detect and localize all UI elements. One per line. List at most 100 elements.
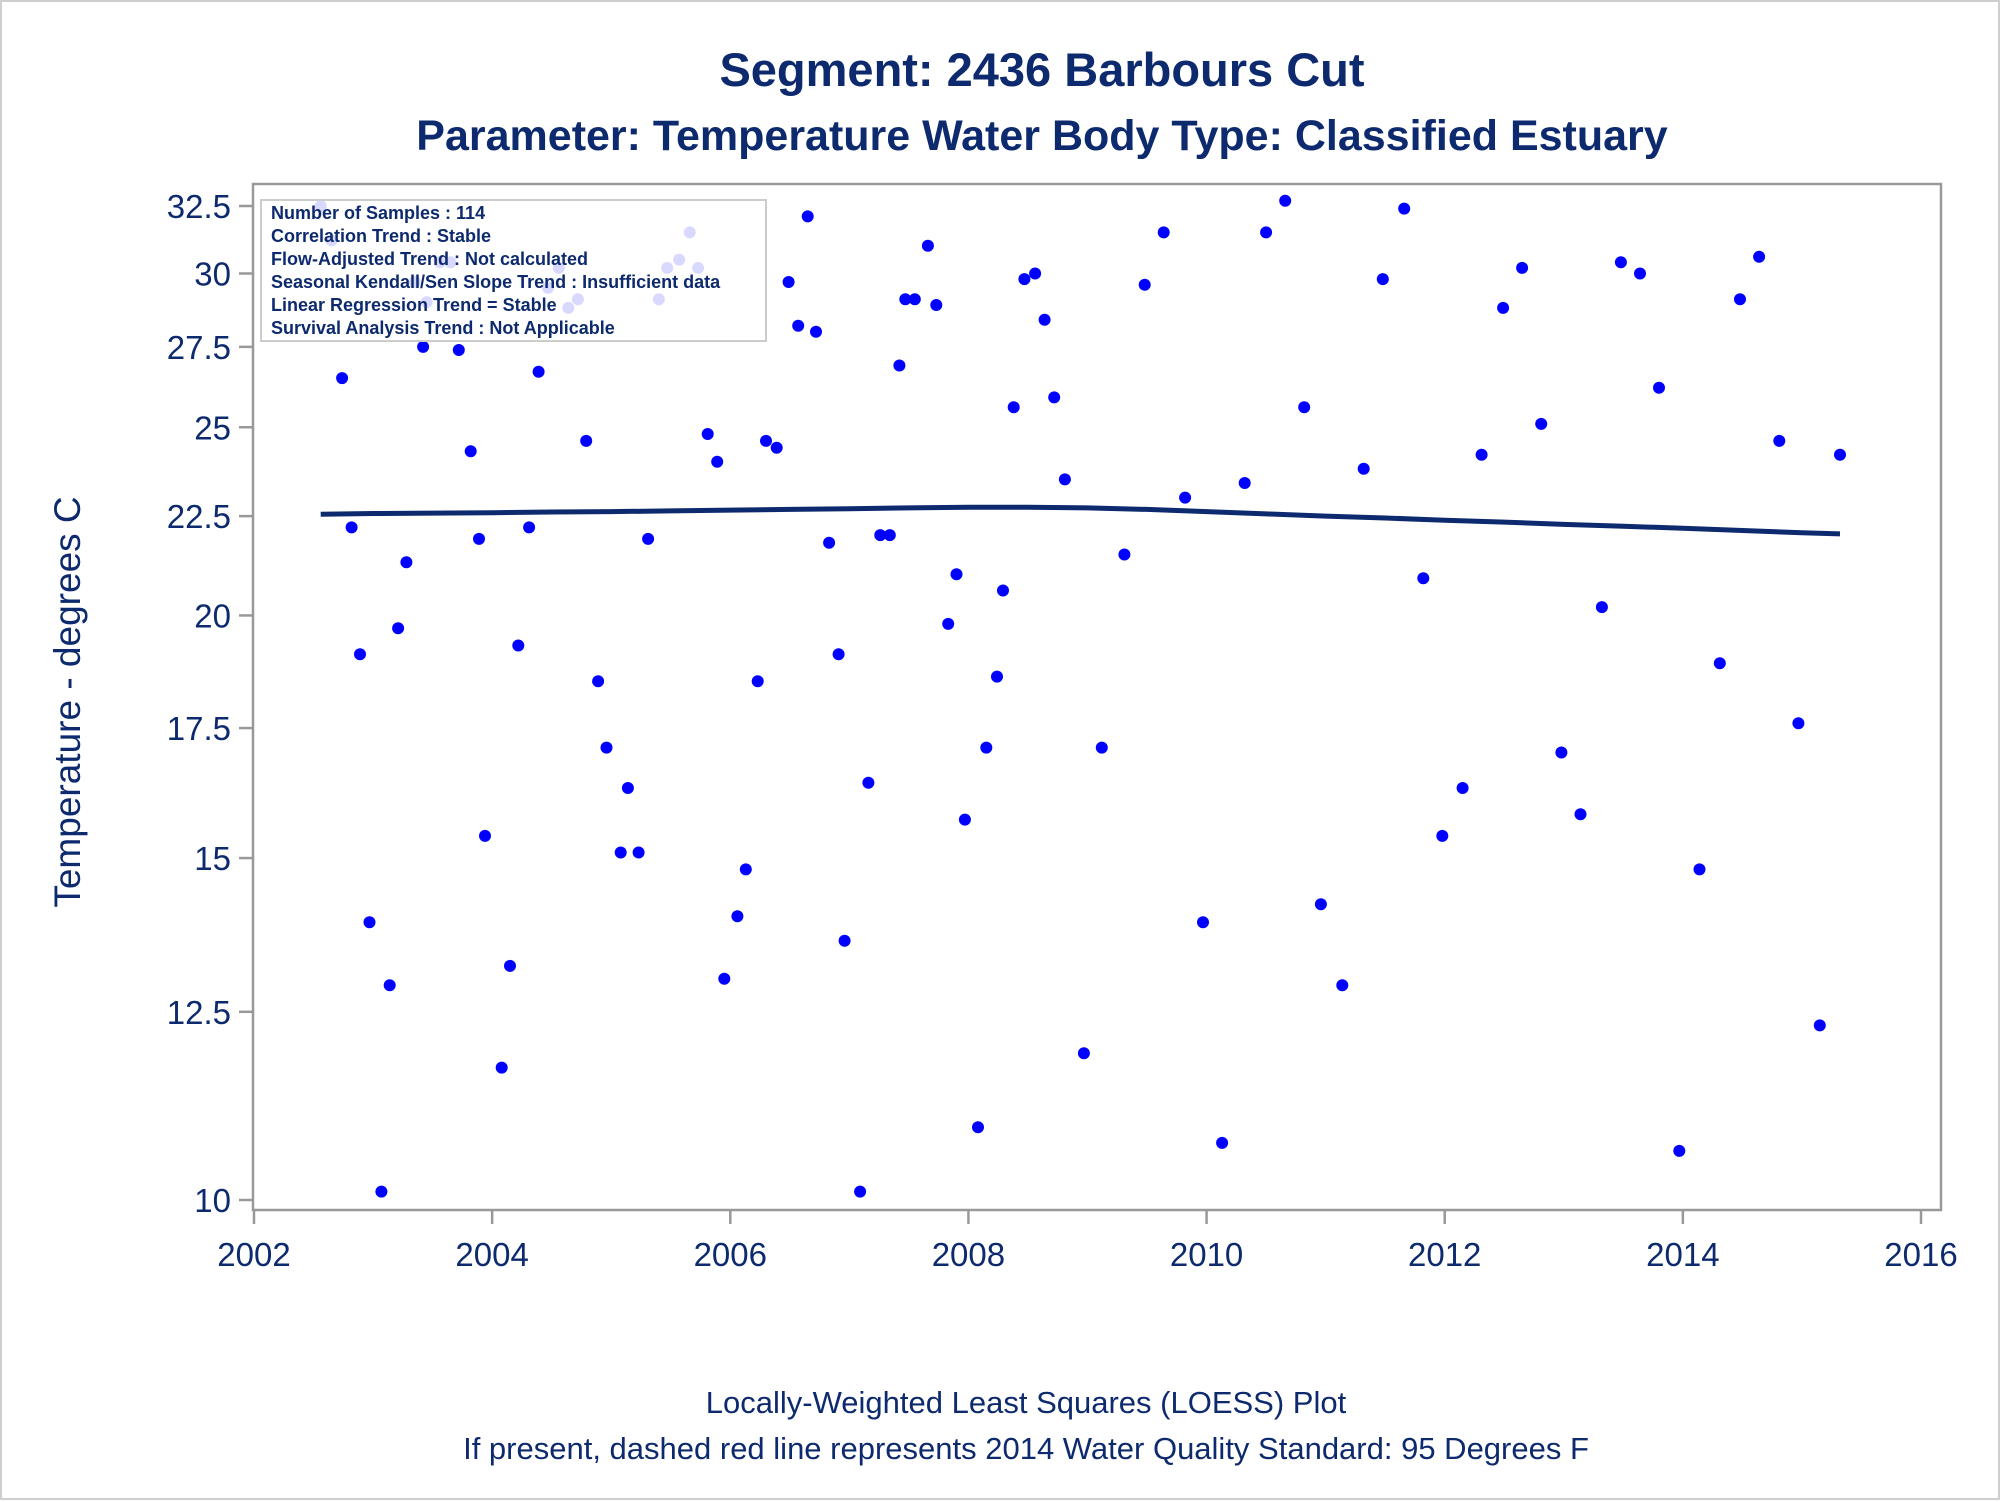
data-point [1260,226,1273,239]
data-point [731,910,744,923]
data-point [1018,273,1031,286]
data-point [464,445,477,458]
x-tick-label: 2016 [1884,1236,1957,1273]
stats-line: Number of Samples : 114 [271,203,485,223]
data-point [592,675,605,688]
data-point [1693,863,1706,876]
data-point [782,276,795,288]
data-point [392,622,405,635]
y-axis: 10 12.5 15 17.5 20 22.5 25 27.5 30 32.5 [167,188,253,1219]
data-point [1516,261,1529,274]
data-point [1436,829,1449,842]
stats-line: Seasonal Kendall/Sen Slope Trend : Insuf… [271,272,721,292]
data-point [495,1061,508,1074]
data-point [1475,448,1488,461]
y-tick-label: 27.5 [167,329,231,366]
data-point [1077,1047,1090,1060]
data-point [1138,278,1151,291]
data-point [1314,898,1327,911]
data-point [1118,548,1131,561]
data-point [958,813,971,826]
data-point [760,434,772,447]
data-point [642,532,655,545]
footer-line-2: If present, dashed red line represents 2… [463,1431,1589,1466]
data-point [823,536,836,549]
data-point [1634,267,1646,280]
data-point [862,776,875,789]
data-point [1614,256,1627,269]
loess-line [320,504,1841,537]
data-point [838,934,851,947]
stats-line: Linear Regression Trend = Stable [271,295,557,315]
data-point [473,532,485,545]
data-point [1179,491,1192,504]
data-point [600,741,613,754]
data-point [1279,194,1292,207]
x-tick-label: 2002 [217,1236,290,1273]
data-point [1574,808,1587,821]
stats-box-frame [260,199,767,342]
data-point [1673,1144,1686,1157]
x-tick-label: 2010 [1170,1236,1243,1273]
data-point [1773,434,1786,447]
x-tick-label: 2014 [1646,1236,1719,1273]
data-point [1535,417,1548,430]
data-point [1357,462,1370,475]
data-point [893,359,906,372]
footer-line-1: Locally-Weighted Least Squares (LOESS) P… [706,1385,1347,1420]
data-point [614,846,627,859]
x-tick-label: 2008 [932,1236,1005,1273]
data-point [801,210,814,223]
data-point [1216,1136,1229,1149]
stats-line: Correlation Trend : Stable [271,226,491,246]
data-point [930,299,943,311]
data-point [1713,657,1726,670]
data-point [739,863,752,876]
data-point [921,239,934,252]
data-point [1095,741,1108,754]
data-point [1734,293,1746,306]
series-layer [314,194,1846,1198]
data-point [512,639,525,652]
data-point [1813,1019,1826,1032]
data-point [1398,202,1411,215]
data-point [632,846,645,859]
data-point [1007,401,1020,414]
y-tick-label: 10 [194,1182,231,1219]
data-point [345,521,358,534]
data-point [1753,250,1766,263]
data-point [751,675,764,688]
y-tick-label: 15 [194,840,231,877]
data-point [400,556,413,569]
x-tick-label: 2004 [455,1236,528,1273]
data-point [1595,601,1608,614]
data-point [942,617,955,630]
stats-line: Survival Analysis Trend : Not Applicable [271,318,615,338]
data-point [832,648,845,661]
data-point [1238,477,1251,489]
y-tick-label: 17.5 [167,710,231,747]
data-point [1038,313,1051,326]
stats-box: Number of Samples : 114 Correlation Trend… [260,199,767,342]
data-point [1555,746,1568,759]
data-point [1497,301,1510,314]
data-point [479,829,491,842]
data-point [621,782,634,794]
data-point [532,365,545,378]
y-tick-label: 12.5 [167,994,231,1031]
chart-subtitle: Parameter: Temperature Water Body Type: … [416,112,1667,160]
data-point [1336,979,1349,992]
data-point [792,319,805,332]
chart-title: Segment: 2436 Barbours Cut [719,43,1364,96]
data-point [375,1185,388,1198]
data-point [770,441,783,454]
data-point [883,529,896,542]
stats-line: Flow-Adjusted Trend : Not calculated [271,249,588,269]
data-point [854,1185,867,1198]
data-point [1456,782,1469,794]
data-point [1157,226,1170,239]
data-point [701,428,714,440]
data-point [336,372,349,385]
